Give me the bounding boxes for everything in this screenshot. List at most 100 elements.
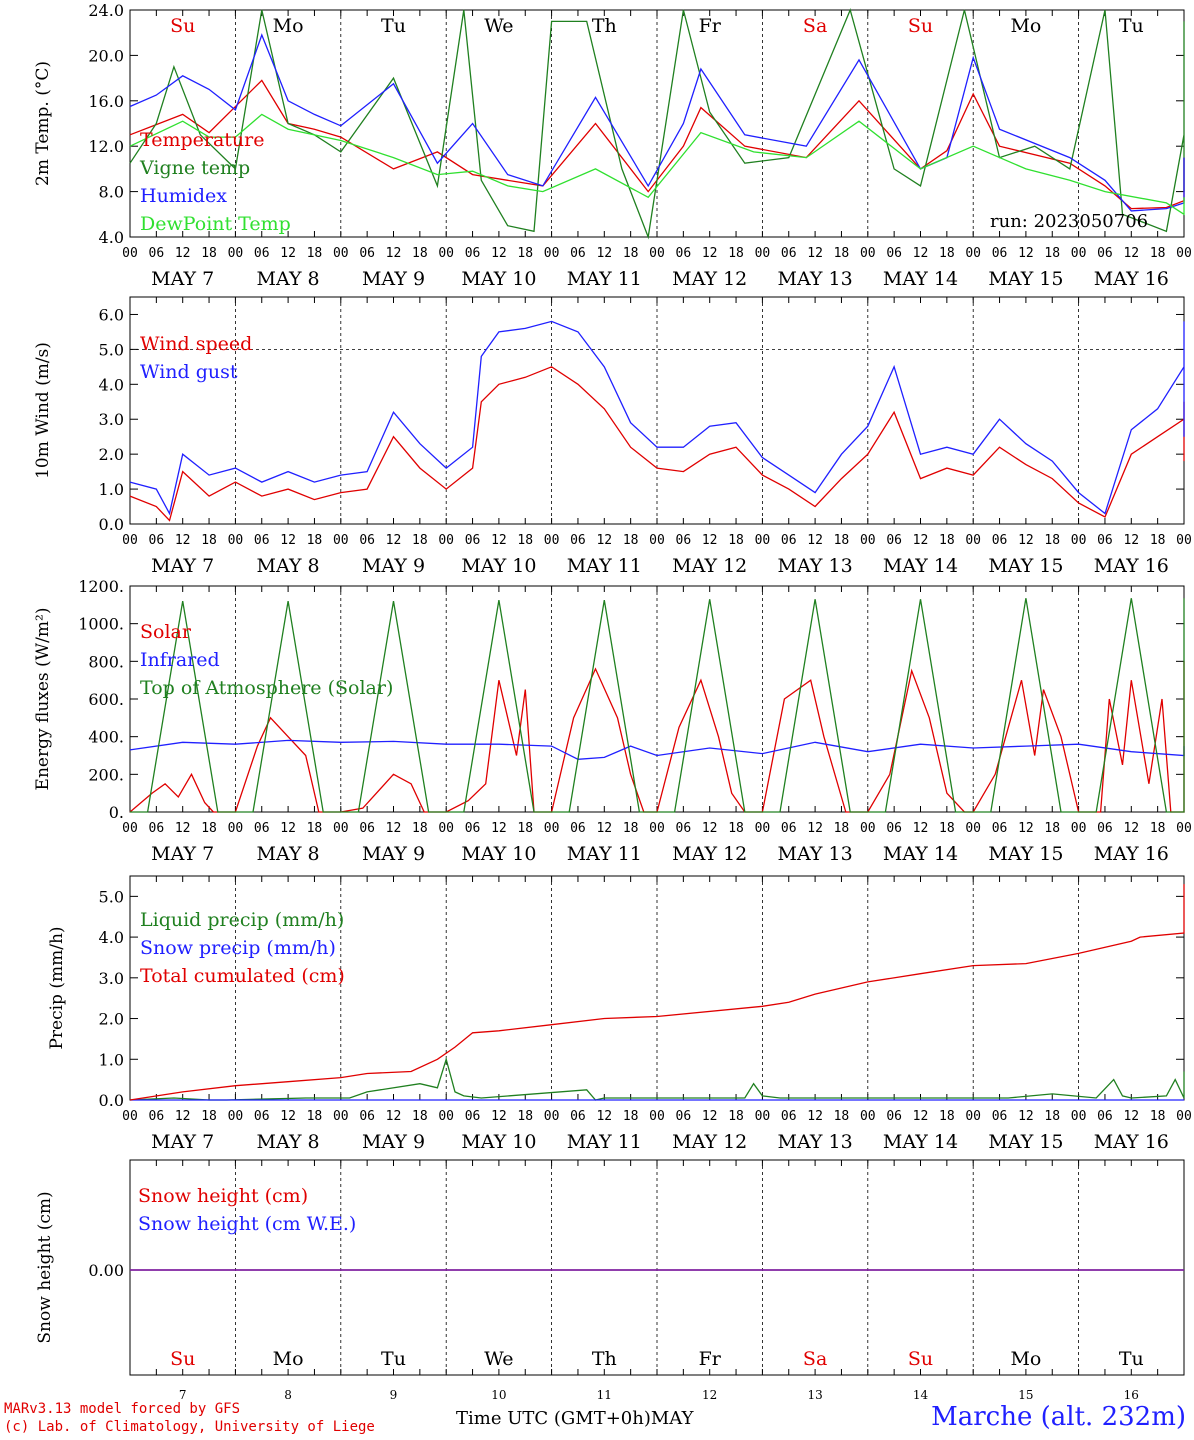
model-line-2: (c) Lab. of Climatology, University of L… <box>4 1419 375 1435</box>
hour-label: 18 <box>728 246 744 261</box>
hour-label: 00 <box>438 533 454 548</box>
y-tick-label: 2.0 <box>99 445 124 464</box>
date-label: MAY 15 <box>988 268 1063 290</box>
date-label: MAY 12 <box>672 843 747 865</box>
hour-label: 06 <box>465 821 481 836</box>
run-annotation: run: 2023050706 <box>990 211 1148 232</box>
series-line-4 <box>129 113 1185 216</box>
hour-label: 12 <box>1018 821 1034 836</box>
hour-label: 12 <box>596 246 612 261</box>
hour-label: 00 <box>755 533 771 548</box>
hour-label: 18 <box>623 1109 639 1124</box>
hour-label: 06 <box>992 1109 1008 1124</box>
weekday-label: Su <box>170 15 195 37</box>
hour-label: 00 <box>438 1109 454 1124</box>
hour-label: 12 <box>175 1109 191 1124</box>
legend-entry: Wind gust <box>140 361 238 383</box>
date-label: MAY 12 <box>672 1131 747 1153</box>
hour-label: 06 <box>1097 1109 1113 1124</box>
y-axis-label: 10m Wind (m/s) <box>33 342 53 479</box>
hour-label: 00 <box>228 821 244 836</box>
hour-label: 00 <box>755 1109 771 1124</box>
date-label: MAY 16 <box>1094 555 1169 577</box>
hour-label: 18 <box>412 821 428 836</box>
series-line-1 <box>129 661 1185 813</box>
station-name: Marche (alt. 232m) <box>931 1402 1186 1432</box>
hour-label: 18 <box>517 1109 533 1124</box>
hour-label: 00 <box>228 246 244 261</box>
legend-entry: Infrared <box>140 649 220 671</box>
date-label: MAY 8 <box>257 1131 320 1153</box>
y-axis-label: 2m Temp. (°C) <box>33 61 53 186</box>
date-label: MAY 15 <box>988 843 1063 865</box>
hour-label: 00 <box>1071 246 1087 261</box>
date-label: MAY 15 <box>988 1131 1063 1153</box>
hour-label: 00 <box>1176 246 1192 261</box>
hour-label: 12 <box>280 821 296 836</box>
weekday-label: Tu <box>1119 15 1144 37</box>
hour-label: 00 <box>860 246 876 261</box>
hour-label: 18 <box>939 821 955 836</box>
legend-entry: Wind speed <box>140 333 252 355</box>
hour-label: 06 <box>465 533 481 548</box>
hour-label: 00 <box>122 533 138 548</box>
day-number-label: 16 <box>1124 1388 1139 1402</box>
date-label: MAY 12 <box>672 268 747 290</box>
hour-label: 18 <box>834 533 850 548</box>
hour-label: 06 <box>254 246 270 261</box>
hour-label: 18 <box>1150 533 1166 548</box>
hour-label: 00 <box>649 246 665 261</box>
hour-label: 06 <box>570 821 586 836</box>
hour-label: 12 <box>596 821 612 836</box>
hour-label: 12 <box>807 1109 823 1124</box>
date-label: MAY 16 <box>1094 843 1169 865</box>
hour-label: 06 <box>149 246 165 261</box>
weekday-label: Mo <box>273 15 304 37</box>
weekday-label: Tu <box>381 15 406 37</box>
hour-label: 06 <box>886 533 902 548</box>
date-label: MAY 10 <box>461 843 536 865</box>
hour-label: 18 <box>939 246 955 261</box>
hour-label: 00 <box>333 246 349 261</box>
hour-label: 18 <box>412 1109 428 1124</box>
y-tick-label: 400. <box>88 728 124 747</box>
day-number-label: 7 <box>179 1388 187 1402</box>
hour-label: 18 <box>939 533 955 548</box>
date-label: MAY 7 <box>151 1131 214 1153</box>
series-line-3 <box>129 884 1185 1101</box>
hour-label: 06 <box>254 821 270 836</box>
hour-label: 12 <box>280 1109 296 1124</box>
series-line-2 <box>129 8 1185 240</box>
date-label: MAY 14 <box>883 843 958 865</box>
hour-label: 18 <box>307 1109 323 1124</box>
hour-label: 12 <box>1123 533 1139 548</box>
hour-label: 06 <box>676 246 692 261</box>
hour-label: 06 <box>149 533 165 548</box>
weekday-label: Th <box>592 1348 617 1370</box>
legend-entry: Temperature <box>140 129 264 151</box>
hour-label: 12 <box>386 1109 402 1124</box>
hour-label: 18 <box>834 821 850 836</box>
date-label: MAY 14 <box>883 268 958 290</box>
hour-label: 06 <box>781 821 797 836</box>
series-line-1 <box>129 366 1185 522</box>
hour-label: 00 <box>228 533 244 548</box>
date-label: MAY 11 <box>567 1131 642 1153</box>
hour-label: 12 <box>596 533 612 548</box>
date-label: MAY 12 <box>672 555 747 577</box>
y-tick-label: 4.0 <box>99 375 124 394</box>
hour-label: 06 <box>254 533 270 548</box>
y-tick-label: 20.0 <box>88 46 124 65</box>
hour-label: 12 <box>702 1109 718 1124</box>
series-line-3 <box>130 598 1185 813</box>
y-tick-label: 4.0 <box>99 928 124 947</box>
day-number-label: 15 <box>1018 1388 1033 1402</box>
series-line-3 <box>129 33 1185 212</box>
weekday-label: Fr <box>699 15 722 37</box>
hour-label: 18 <box>307 533 323 548</box>
weekday-label: Su <box>170 1348 195 1370</box>
hour-label: 00 <box>1176 533 1192 548</box>
hour-label: 12 <box>1018 533 1034 548</box>
hour-label: 06 <box>359 821 375 836</box>
